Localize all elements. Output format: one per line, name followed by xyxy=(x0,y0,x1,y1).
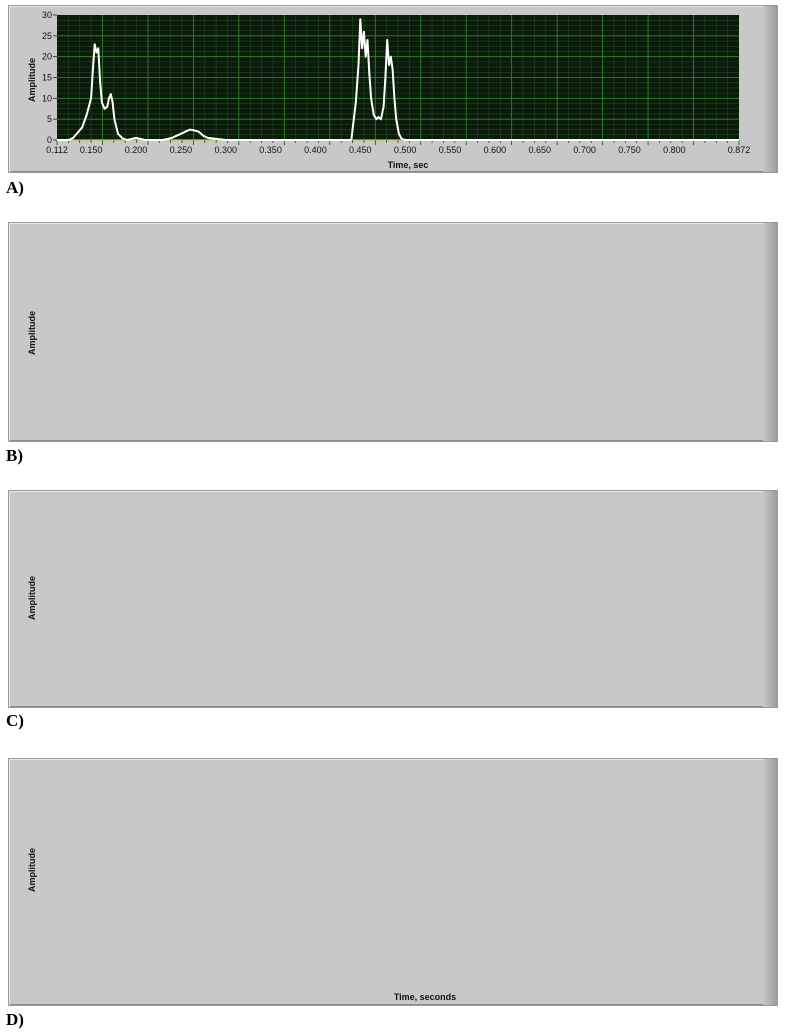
chart-b-caption: B) xyxy=(6,446,23,465)
chart-panel-a xyxy=(8,5,778,173)
chart-d-caption: D) xyxy=(6,1010,24,1029)
chart-c-caption: C) xyxy=(6,711,24,730)
chart-a-caption: A) xyxy=(6,178,24,197)
chart-panel-b xyxy=(8,222,778,442)
chart-c-ylabel: Amplitude xyxy=(27,576,37,620)
chart-d-ylabel: Amplitude xyxy=(27,848,37,892)
chart-panel-c xyxy=(8,490,778,708)
chart-b-ylabel: Amplitude xyxy=(27,311,37,355)
chart-a-xlabel: Time, sec xyxy=(387,160,429,170)
chart-a-ylabel: Amplitude xyxy=(27,58,37,102)
chart-d-xlabel: Time, seconds xyxy=(393,992,457,1002)
chart-panel-d xyxy=(8,758,778,1006)
